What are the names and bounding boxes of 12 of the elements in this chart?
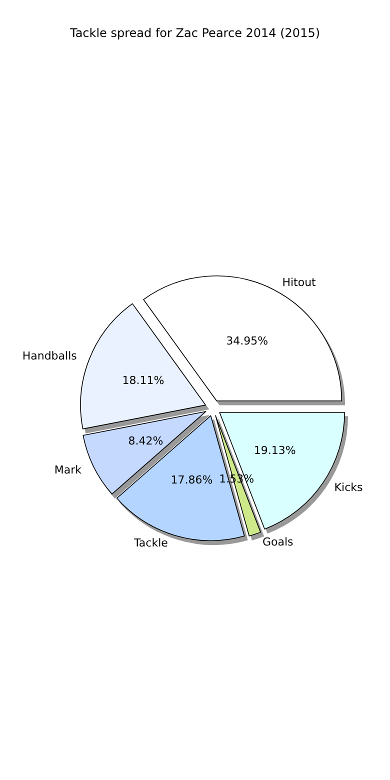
data-label: 19.13% [254,444,296,457]
chart-title: Tackle spread for Zac Pearce 2014 (2015) [68,26,320,40]
data-label: 18.11% [122,374,164,387]
slice-label: Hitout [282,276,317,289]
data-label: 8.42% [128,434,164,448]
data-label: 17.86% [170,473,213,486]
slice-label: Kicks [334,481,363,494]
slice-label: Goals [262,535,294,548]
slice-label: Tackle [133,536,168,550]
data-label: 34.95% [226,334,268,348]
slice-label: Handballs [22,350,78,363]
slice-label: Mark [54,464,82,477]
